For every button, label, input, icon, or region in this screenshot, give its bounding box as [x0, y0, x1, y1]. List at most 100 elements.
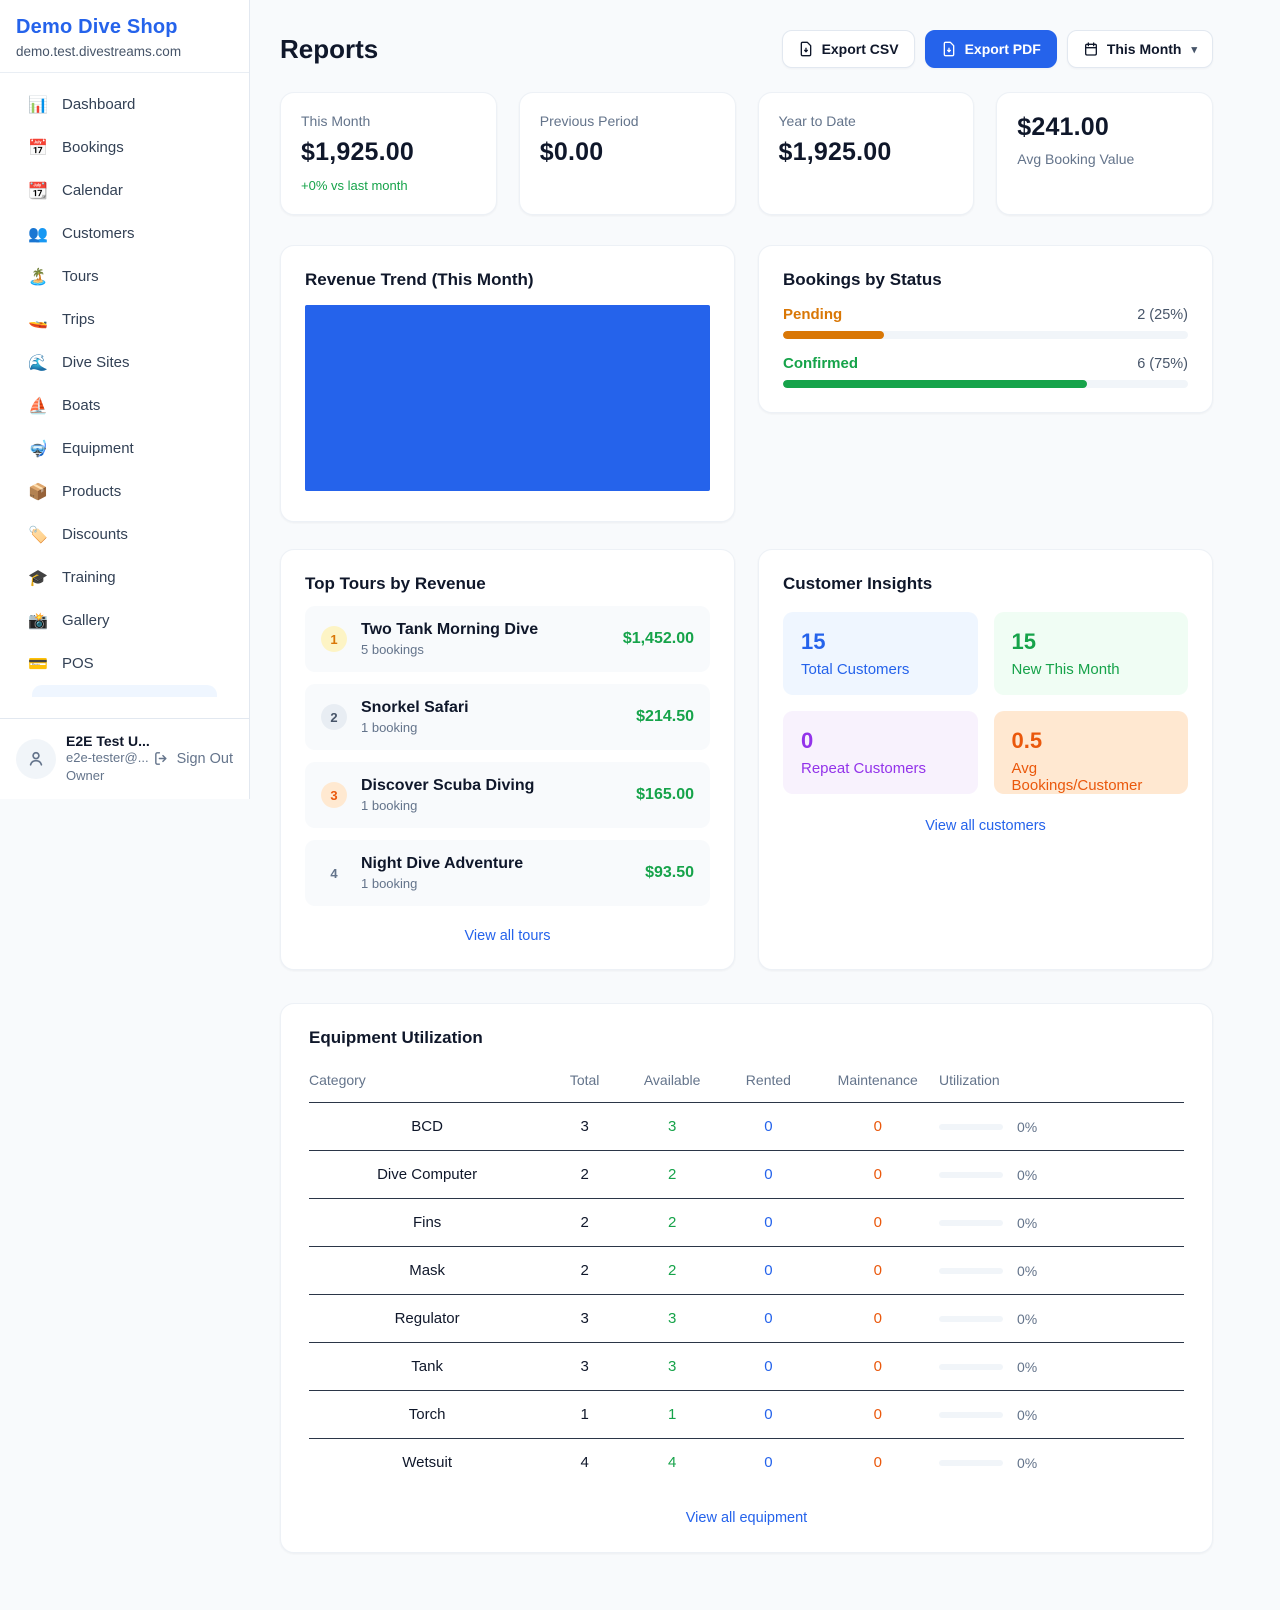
calendar-outline-icon	[1084, 42, 1097, 56]
sidebar-item-trips[interactable]: 🚤 Trips	[16, 298, 233, 341]
stat-value: $241.00	[1017, 113, 1110, 141]
sign-out-button[interactable]: Sign Out	[153, 750, 233, 767]
rank-badge: 4	[330, 865, 338, 881]
equipment-rented: 0	[720, 1150, 817, 1199]
equipment-total: 3	[545, 1342, 624, 1391]
tour-row[interactable]: 4 Night Dive Adventure 1 booking $93.50	[305, 840, 710, 906]
user-footer: E2E Test U... e2e-tester@... Owner Sign …	[0, 717, 249, 799]
view-all-tours-link[interactable]: View all tours	[464, 928, 551, 944]
export-pdf-button[interactable]: Export PDF	[924, 30, 1057, 68]
sidebar-item-dive-sites[interactable]: 🌊 Dive Sites	[16, 341, 233, 384]
sidebar-item-products[interactable]: 📦 Products	[16, 470, 233, 513]
status-bar-track	[783, 380, 1188, 388]
speedboat-icon: 🚤	[28, 311, 48, 329]
rank-badge: 2	[321, 704, 347, 730]
status-bar-fill-pending	[783, 331, 885, 339]
utilization-percent: 0%	[1017, 1358, 1038, 1375]
header-actions: Export CSV Export PDF This Month ▾	[781, 30, 1213, 68]
sidebar-item-equipment[interactable]: 🤿 Equipment	[16, 427, 233, 470]
view-all-customers-link[interactable]: View all customers	[925, 818, 1046, 834]
dashboard-icon: 📊	[28, 96, 48, 114]
table-row: Tank 3 3 0 0 0%	[309, 1342, 1184, 1391]
status-count: 2 (25%)	[1137, 307, 1188, 323]
diving-mask-icon: 🤿	[28, 440, 48, 458]
sidebar-item-pos[interactable]: 💳 POS	[16, 642, 233, 685]
tour-bookings: 1 booking	[361, 720, 418, 735]
page-header: Reports Export CSV Export PDF	[280, 30, 1213, 68]
revenue-trend-chart	[305, 305, 710, 491]
chevron-down-icon: ▾	[1191, 43, 1197, 56]
utilization-bar	[939, 1363, 1003, 1370]
utilization-percent: 0%	[1017, 1214, 1038, 1231]
sidebar-item-label: Customers	[62, 225, 135, 242]
sidebar-item-active-partial[interactable]	[32, 685, 217, 697]
stat-value: $0.00	[539, 138, 604, 166]
stat-label: Previous Period	[539, 113, 639, 129]
stat-label: This Month	[301, 113, 371, 129]
customers-icon: 👥	[28, 225, 48, 243]
tour-row[interactable]: 3 Discover Scuba Diving 1 booking $165.0…	[305, 762, 710, 828]
utilization-bar	[939, 1267, 1003, 1274]
customer-insights-card: Customer Insights 15 Total Customers 15 …	[758, 549, 1213, 970]
equipment-category: Torch	[309, 1390, 546, 1439]
tour-info: Discover Scuba Diving 1 booking	[361, 777, 622, 813]
table-row: Mask 2 2 0 0 0%	[309, 1246, 1184, 1295]
sidebar-item-label: Discounts	[62, 526, 128, 543]
charts-row: Revenue Trend (This Month) Bookings by S…	[280, 245, 1213, 522]
sidebar: Demo Dive Shop demo.test.divestreams.com…	[0, 0, 250, 799]
tile-total-customers: 15 Total Customers	[783, 612, 978, 695]
column-header-maintenance: Maintenance	[816, 1062, 939, 1103]
sidebar-nav: 📊 Dashboard 📅 Bookings 📆 Calendar 👥 Cust…	[0, 73, 249, 697]
table-row: Regulator 3 3 0 0 0%	[309, 1294, 1184, 1343]
equipment-available: 2	[624, 1198, 721, 1247]
utilization-bar	[939, 1171, 1003, 1178]
status-row-confirmed: Confirmed 6 (75%)	[783, 355, 1188, 388]
utilization-percent: 0%	[1017, 1262, 1038, 1279]
equipment-maintenance: 0	[816, 1150, 939, 1199]
sidebar-item-gallery[interactable]: 📸 Gallery	[16, 599, 233, 642]
sidebar-item-customers[interactable]: 👥 Customers	[16, 212, 233, 255]
sidebar-item-tours[interactable]: 🏝️ Tours	[16, 255, 233, 298]
file-download-icon	[800, 41, 811, 57]
status-line: Confirmed 6 (75%)	[783, 355, 1188, 372]
tour-name: Night Dive Adventure	[361, 855, 524, 872]
tour-revenue: $93.50	[645, 864, 694, 881]
file-download-icon	[943, 41, 954, 57]
stat-label: Avg Booking Value	[1017, 151, 1135, 167]
shop-domain: demo.test.divestreams.com	[16, 44, 182, 59]
sidebar-item-boats[interactable]: ⛵ Boats	[16, 384, 233, 427]
tile-new-this-month: 15 New This Month	[993, 612, 1188, 695]
equipment-maintenance: 0	[816, 1390, 939, 1439]
sidebar-item-dashboard[interactable]: 📊 Dashboard	[16, 83, 233, 126]
utilization-bar	[939, 1315, 1003, 1322]
sidebar-item-discounts[interactable]: 🏷️ Discounts	[16, 513, 233, 556]
tour-info: Snorkel Safari 1 booking	[361, 699, 622, 735]
status-bar-fill-confirmed	[783, 380, 1087, 388]
tour-bookings: 1 booking	[361, 876, 418, 891]
utilization-percent: 0%	[1017, 1166, 1038, 1183]
view-all-equipment-link[interactable]: View all equipment	[685, 1510, 808, 1526]
equipment-total: 2	[545, 1198, 624, 1247]
utilization-cell: 0%	[939, 1359, 1184, 1375]
equipment-total: 3	[545, 1294, 624, 1343]
export-csv-button[interactable]: Export CSV	[781, 30, 915, 68]
tour-row[interactable]: 1 Two Tank Morning Dive 5 bookings $1,45…	[305, 606, 710, 672]
sidebar-item-bookings[interactable]: 📅 Bookings	[16, 126, 233, 169]
period-dropdown[interactable]: This Month ▾	[1066, 30, 1213, 68]
main-content: Reports Export CSV Export PDF	[250, 0, 1280, 1593]
tile-value: 0	[801, 728, 814, 753]
equipment-header-row: Category Total Available Rented Maintena…	[309, 1062, 1184, 1103]
insights-row: Top Tours by Revenue 1 Two Tank Morning …	[280, 549, 1213, 970]
brand-block: Demo Dive Shop demo.test.divestreams.com	[0, 0, 249, 73]
tour-row[interactable]: 2 Snorkel Safari 1 booking $214.50	[305, 684, 710, 750]
utilization-cell: 0%	[939, 1311, 1184, 1327]
revenue-trend-card: Revenue Trend (This Month)	[280, 245, 735, 522]
equipment-rented: 0	[720, 1294, 817, 1343]
sidebar-item-training[interactable]: 🎓 Training	[16, 556, 233, 599]
sidebar-item-calendar[interactable]: 📆 Calendar	[16, 169, 233, 212]
tile-label: Repeat Customers	[801, 760, 927, 777]
user-role: Owner	[66, 767, 105, 783]
revenue-trend-title: Revenue Trend (This Month)	[305, 270, 534, 289]
customer-insights-title: Customer Insights	[783, 574, 933, 593]
